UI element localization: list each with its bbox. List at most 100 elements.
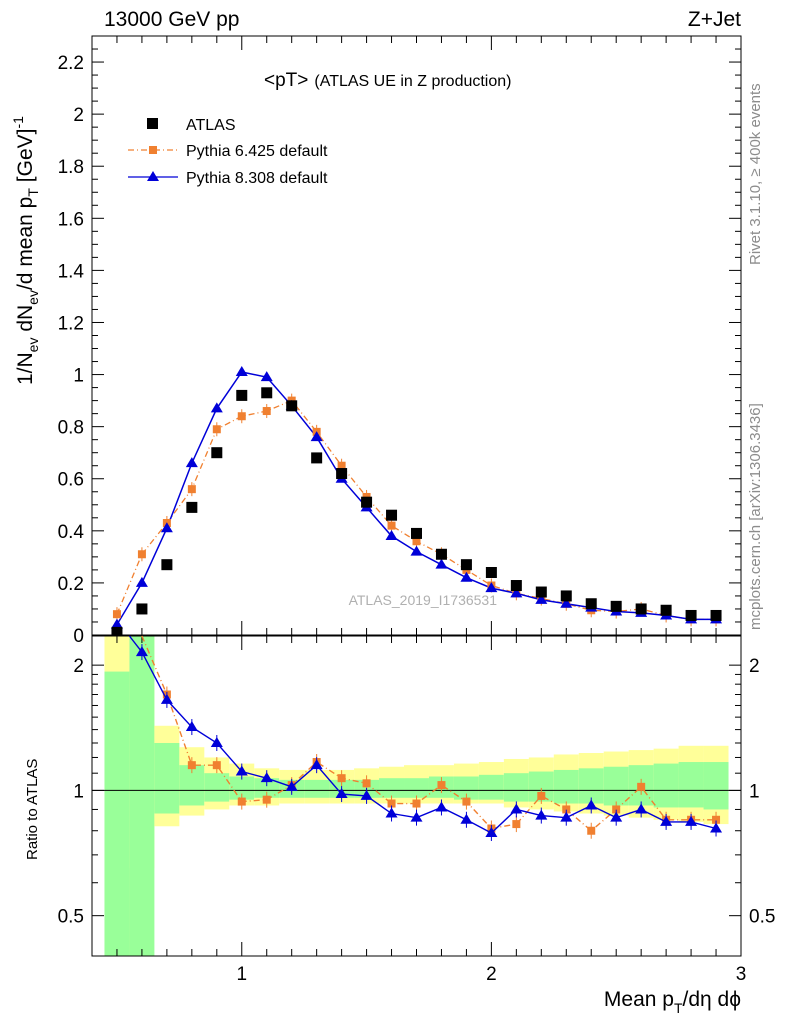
header-left: 13000 GeV pp xyxy=(104,8,239,31)
atlas-point-23 xyxy=(685,609,697,621)
atlas-point-0 xyxy=(111,626,123,635)
atlas-point-10 xyxy=(361,496,373,508)
atlas-point-7 xyxy=(286,400,298,412)
analysis-watermark: ATLAS_2019_I1736531 xyxy=(349,592,498,608)
ratio-ytick-label-left-2: 2 xyxy=(73,656,84,677)
plot-title-sub: (ATLAS UE in Z production) xyxy=(314,73,511,90)
atlas-point-6 xyxy=(261,387,273,399)
py6-ratio-point-22 xyxy=(712,815,721,824)
py8-main-point-13 xyxy=(435,558,448,569)
atlas-point-3 xyxy=(186,501,198,513)
plot-title: <pT> (ATLAS UE in Z production) xyxy=(264,70,511,91)
py8-ratio-point-11 xyxy=(410,811,423,822)
py8-main-point-0 xyxy=(110,618,123,629)
py6-ratio-point-11 xyxy=(437,781,446,790)
band-inner-2 xyxy=(154,742,180,814)
atlas-point-1 xyxy=(136,603,148,615)
band-inner-0 xyxy=(104,671,130,956)
py8-ratio-point-19 xyxy=(610,811,623,822)
py6-main-point-6 xyxy=(262,407,271,416)
main-ytick-label-0: 0 xyxy=(73,626,84,647)
legend-py6-marker xyxy=(149,146,157,154)
py8-ratio-point-4 xyxy=(235,765,248,776)
py8-ratio-point-8 xyxy=(335,788,348,799)
band-inner-24 xyxy=(703,762,729,810)
x-axis-label: Mean pT/dη dϕ xyxy=(604,988,741,1016)
py8-ratio-point-3 xyxy=(210,736,223,747)
mcplots-label: mcplots.cern.ch [arXiv:1306.3436] xyxy=(747,403,764,630)
atlas-point-15 xyxy=(485,566,497,578)
band-inner-5 xyxy=(229,776,255,800)
py6-ratio-point-2 xyxy=(212,761,221,770)
band-inner-20 xyxy=(603,766,629,806)
py6-ratio-point-3 xyxy=(237,797,246,806)
atlas-point-2 xyxy=(161,559,173,571)
y-axis-ratio-label: Ratio to ATLAS xyxy=(24,759,41,860)
band-inner-1 xyxy=(129,636,155,956)
ratio-ytick-label-right-2: 2 xyxy=(749,656,760,677)
py6-ratio-point-15 xyxy=(537,791,546,800)
py6-main-point-0 xyxy=(112,610,121,619)
py8-ratio-point-1 xyxy=(160,693,173,704)
atlas-point-19 xyxy=(585,598,597,610)
rivet-label: Rivet 3.1.10, ≥ 400k events xyxy=(747,83,764,265)
band-inner-22 xyxy=(653,763,679,808)
py6-main-point-11 xyxy=(387,521,396,530)
ratio-ytick-label-right-0: 0.5 xyxy=(749,907,775,928)
py8-ratio-point-12 xyxy=(435,801,448,812)
main-ytick-label-9: 1.8 xyxy=(58,157,84,178)
py8-main-point-12 xyxy=(410,545,423,556)
py6-ratio-point-10 xyxy=(412,799,421,808)
py8-main-point-5 xyxy=(235,365,248,376)
atlas-point-24 xyxy=(710,609,722,621)
axis-ticks: 0 0.2 0.4 0.6 0.8 1 1.2 1.4 1.6 1.8 2 2.2 0.5 0.5 1 1 2 2… xyxy=(58,36,775,985)
legend: ATLAS Pythia 6.425 default Pythia 8.308 … xyxy=(128,117,328,187)
py8-main-point-16 xyxy=(510,587,523,598)
ratio-ytick-label-right-1: 1 xyxy=(749,781,760,802)
py8-main-point-4 xyxy=(210,402,223,413)
py8-ratio-point-7 xyxy=(310,759,323,770)
band-inner-18 xyxy=(553,769,579,804)
py6-main-line xyxy=(116,399,717,621)
py8-main-point-18 xyxy=(560,597,573,608)
py8-ratio-leadin xyxy=(128,635,143,653)
band-inner-12 xyxy=(404,778,429,798)
py6-main-point-3 xyxy=(187,485,196,494)
py8-ratio-point-13 xyxy=(460,813,473,824)
py6-ratio-point-7 xyxy=(337,774,346,783)
atlas-point-16 xyxy=(510,580,522,592)
py6-ratio-point-18 xyxy=(612,805,621,814)
py8-main-point-3 xyxy=(185,457,198,468)
main-ytick-label-7: 1.4 xyxy=(58,261,85,282)
legend-py8-marker xyxy=(147,171,159,181)
py8-ratio-point-21 xyxy=(660,815,673,826)
legend-atlas-label: ATLAS xyxy=(186,117,236,134)
atlas-point-17 xyxy=(535,586,547,598)
ratio-ytick-label-left-1: 1 xyxy=(73,781,84,802)
band-inner-23 xyxy=(678,762,704,808)
main-ytick-label-2: 0.4 xyxy=(58,522,85,543)
py8-ratio-point-15 xyxy=(510,803,523,814)
band-inner-6 xyxy=(254,778,280,798)
py8-ratio-point-2 xyxy=(185,721,198,732)
main-ytick-label-10: 2 xyxy=(73,105,84,126)
py8-ratio-point-6 xyxy=(285,780,298,791)
atlas-point-14 xyxy=(460,559,472,571)
main-ytick-label-4: 0.8 xyxy=(58,418,84,439)
legend-py6-label: Pythia 6.425 default xyxy=(186,143,328,160)
main-ytick-label-3: 0.6 xyxy=(58,470,84,491)
py8-ratio-point-22 xyxy=(685,815,698,826)
py8-ratio-point-0 xyxy=(135,646,148,657)
py6-main-point-1 xyxy=(137,550,146,559)
py8-main-point-11 xyxy=(385,530,398,541)
py6-ratio-point-17 xyxy=(587,826,596,835)
y-axis-main-label: 1/Nev dNev/d mean pT [GeV]-1 xyxy=(10,116,41,385)
atlas-point-8 xyxy=(311,452,323,464)
ratio-ytick-label-left-0: 0.5 xyxy=(58,907,84,928)
band-inner-4 xyxy=(204,773,230,802)
py6-ratio-point-8 xyxy=(362,779,371,788)
data-series xyxy=(110,365,723,842)
atlas-point-11 xyxy=(386,509,398,521)
py6-ratio-point-9 xyxy=(387,799,396,808)
